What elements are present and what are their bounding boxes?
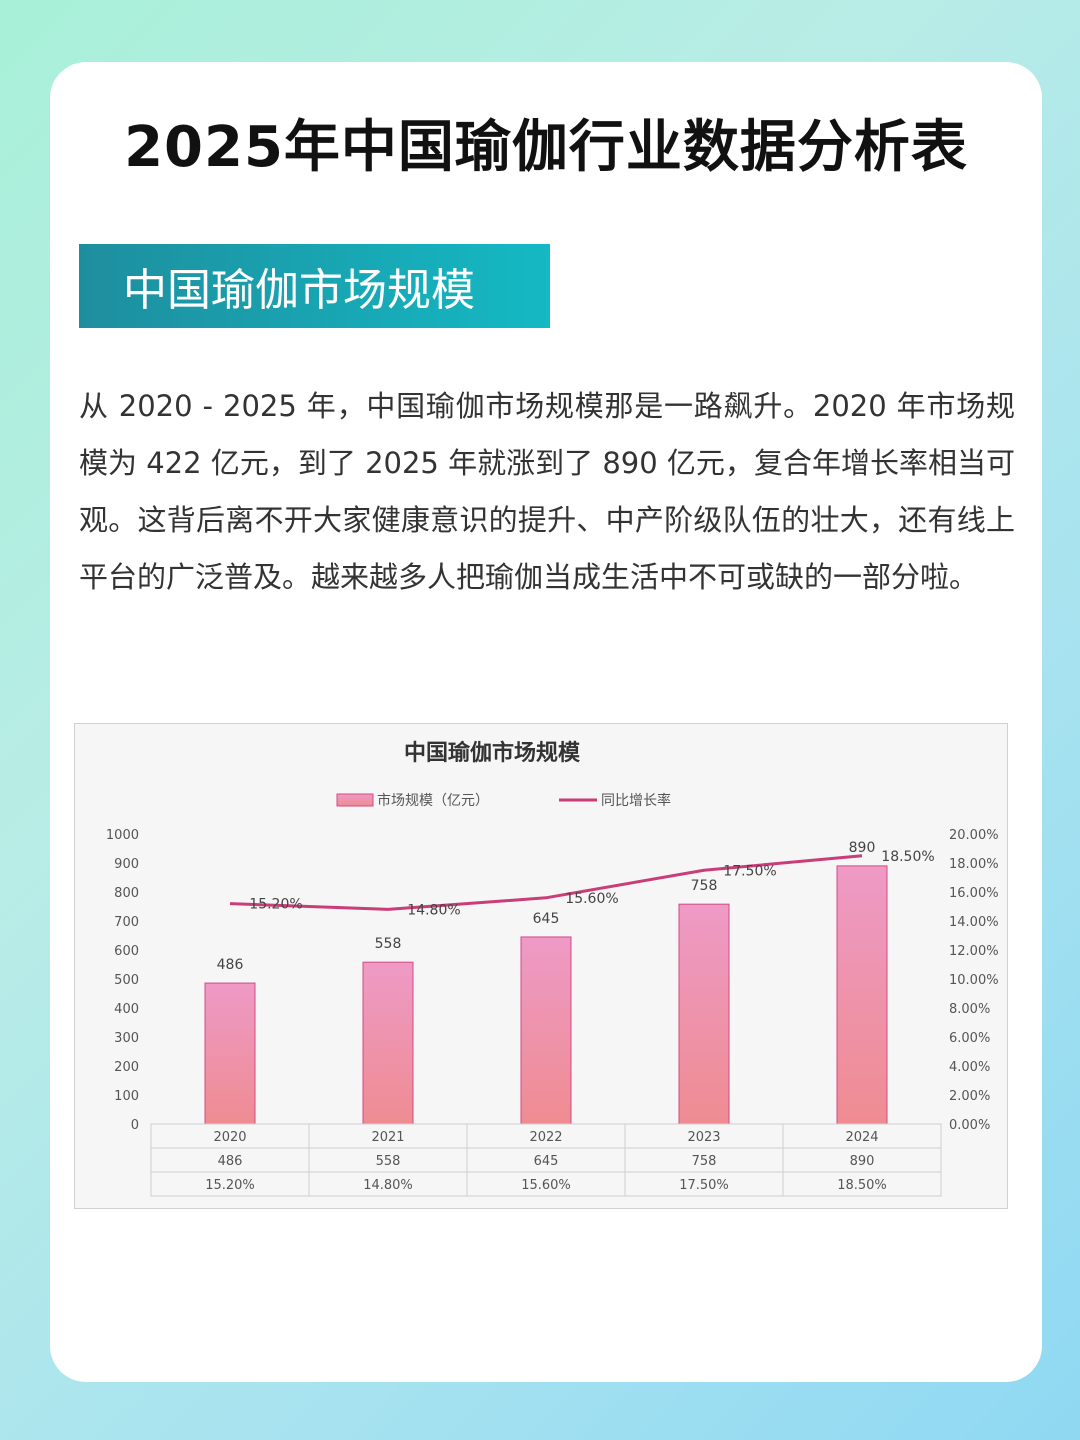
chart-container: 中国瑜伽市场规模市场规模（亿元） 同比增长率 0 100 200 300 400 500 600… — [74, 723, 1008, 1209]
data-table-cell: 2021 — [371, 1130, 404, 1145]
data-table-cell: 2020 — [213, 1130, 246, 1145]
y-right-tick-label: 12.00% — [949, 944, 999, 959]
line-data-label: 15.20% — [249, 897, 302, 913]
legend-swatch-bar — [336, 793, 374, 807]
data-table-cell: 2022 — [529, 1130, 562, 1145]
data-table-cell: 558 — [376, 1154, 401, 1169]
y-left-tick-label: 1000 — [106, 828, 139, 843]
y-right-tick-label: 6.00% — [949, 1031, 990, 1046]
y-right-tick-label: 16.00% — [949, 886, 999, 901]
description-paragraph: 从 2020 - 2025 年，中国瑜伽市场规模那是一路飙升。2020 年市场规… — [79, 389, 1015, 594]
growth-line — [229, 854, 863, 911]
data-table-cell: 18.50% — [837, 1178, 887, 1193]
y-left-tick-label: 600 — [114, 944, 139, 959]
data-table-cell: 2024 — [845, 1130, 878, 1145]
y-left-tick-label: 300 — [114, 1031, 139, 1046]
data-table-cell: 758 — [692, 1154, 717, 1169]
data-table-cell: 17.50% — [679, 1178, 729, 1193]
y-right-tick-label: 8.00% — [949, 1002, 990, 1017]
y-right-tick-label: 14.00% — [949, 915, 999, 930]
line-data-label: 17.50% — [723, 863, 776, 879]
y-left-tick-label: 900 — [114, 857, 139, 872]
y-left-tick-label: 200 — [114, 1060, 139, 1075]
y-left-tick-label: 700 — [114, 915, 139, 930]
chart-title: 中国瑜伽市场规模 — [404, 740, 581, 766]
y-left-tick-label: 800 — [114, 886, 139, 901]
data-table-cell: 2023 — [687, 1130, 720, 1145]
bar — [204, 982, 256, 1125]
data-table-cell: 890 — [850, 1154, 875, 1169]
data-table-cell: 15.20% — [205, 1178, 255, 1193]
section-title: 中国瑜伽市场规模 — [123, 265, 475, 316]
bar-data-label: 558 — [375, 936, 402, 952]
y-left-tick-label: 100 — [114, 1089, 139, 1104]
section-banner: 中国瑜伽市场规模 — [79, 244, 550, 328]
data-table-cell: 15.60% — [521, 1178, 571, 1193]
line-data-label: 14.80% — [407, 902, 460, 918]
y-left-tick-label: 0 — [131, 1118, 139, 1133]
data-table-cell: 645 — [534, 1154, 559, 1169]
bar-data-label: 486 — [217, 957, 244, 973]
legend-label-bar: 市场规模（亿元） — [377, 792, 489, 809]
bar — [836, 865, 888, 1125]
bar — [362, 961, 414, 1125]
line-data-label: 15.60% — [565, 891, 618, 907]
y-right-tick-label: 20.00% — [949, 828, 999, 843]
data-table-cell: 486 — [218, 1154, 243, 1169]
legend-label-line: 同比增长率 — [601, 792, 671, 809]
content-card: 2025年中国瑜伽行业数据分析表 中国瑜伽市场规模 从 2020 - 2025 … — [50, 62, 1042, 1382]
y-right-tick-label: 10.00% — [949, 973, 999, 988]
y-right-tick-label: 0.00% — [949, 1118, 990, 1133]
line-data-label: 18.50% — [881, 849, 934, 865]
y-right-tick-label: 18.00% — [949, 857, 999, 872]
bar-data-label: 645 — [533, 911, 560, 927]
bar — [678, 903, 730, 1125]
y-right-tick-label: 4.00% — [949, 1060, 990, 1075]
page-title: 2025年中国瑜伽行业数据分析表 — [124, 115, 968, 180]
y-left-tick-label: 400 — [114, 1002, 139, 1017]
bar-data-label: 890 — [849, 840, 876, 856]
bar-data-label: 758 — [691, 878, 718, 894]
data-table-cell: 14.80% — [363, 1178, 413, 1193]
y-left-tick-label: 500 — [114, 973, 139, 988]
bar — [520, 936, 572, 1125]
data-table-border — [150, 1123, 942, 1197]
y-right-tick-label: 2.00% — [949, 1089, 990, 1104]
